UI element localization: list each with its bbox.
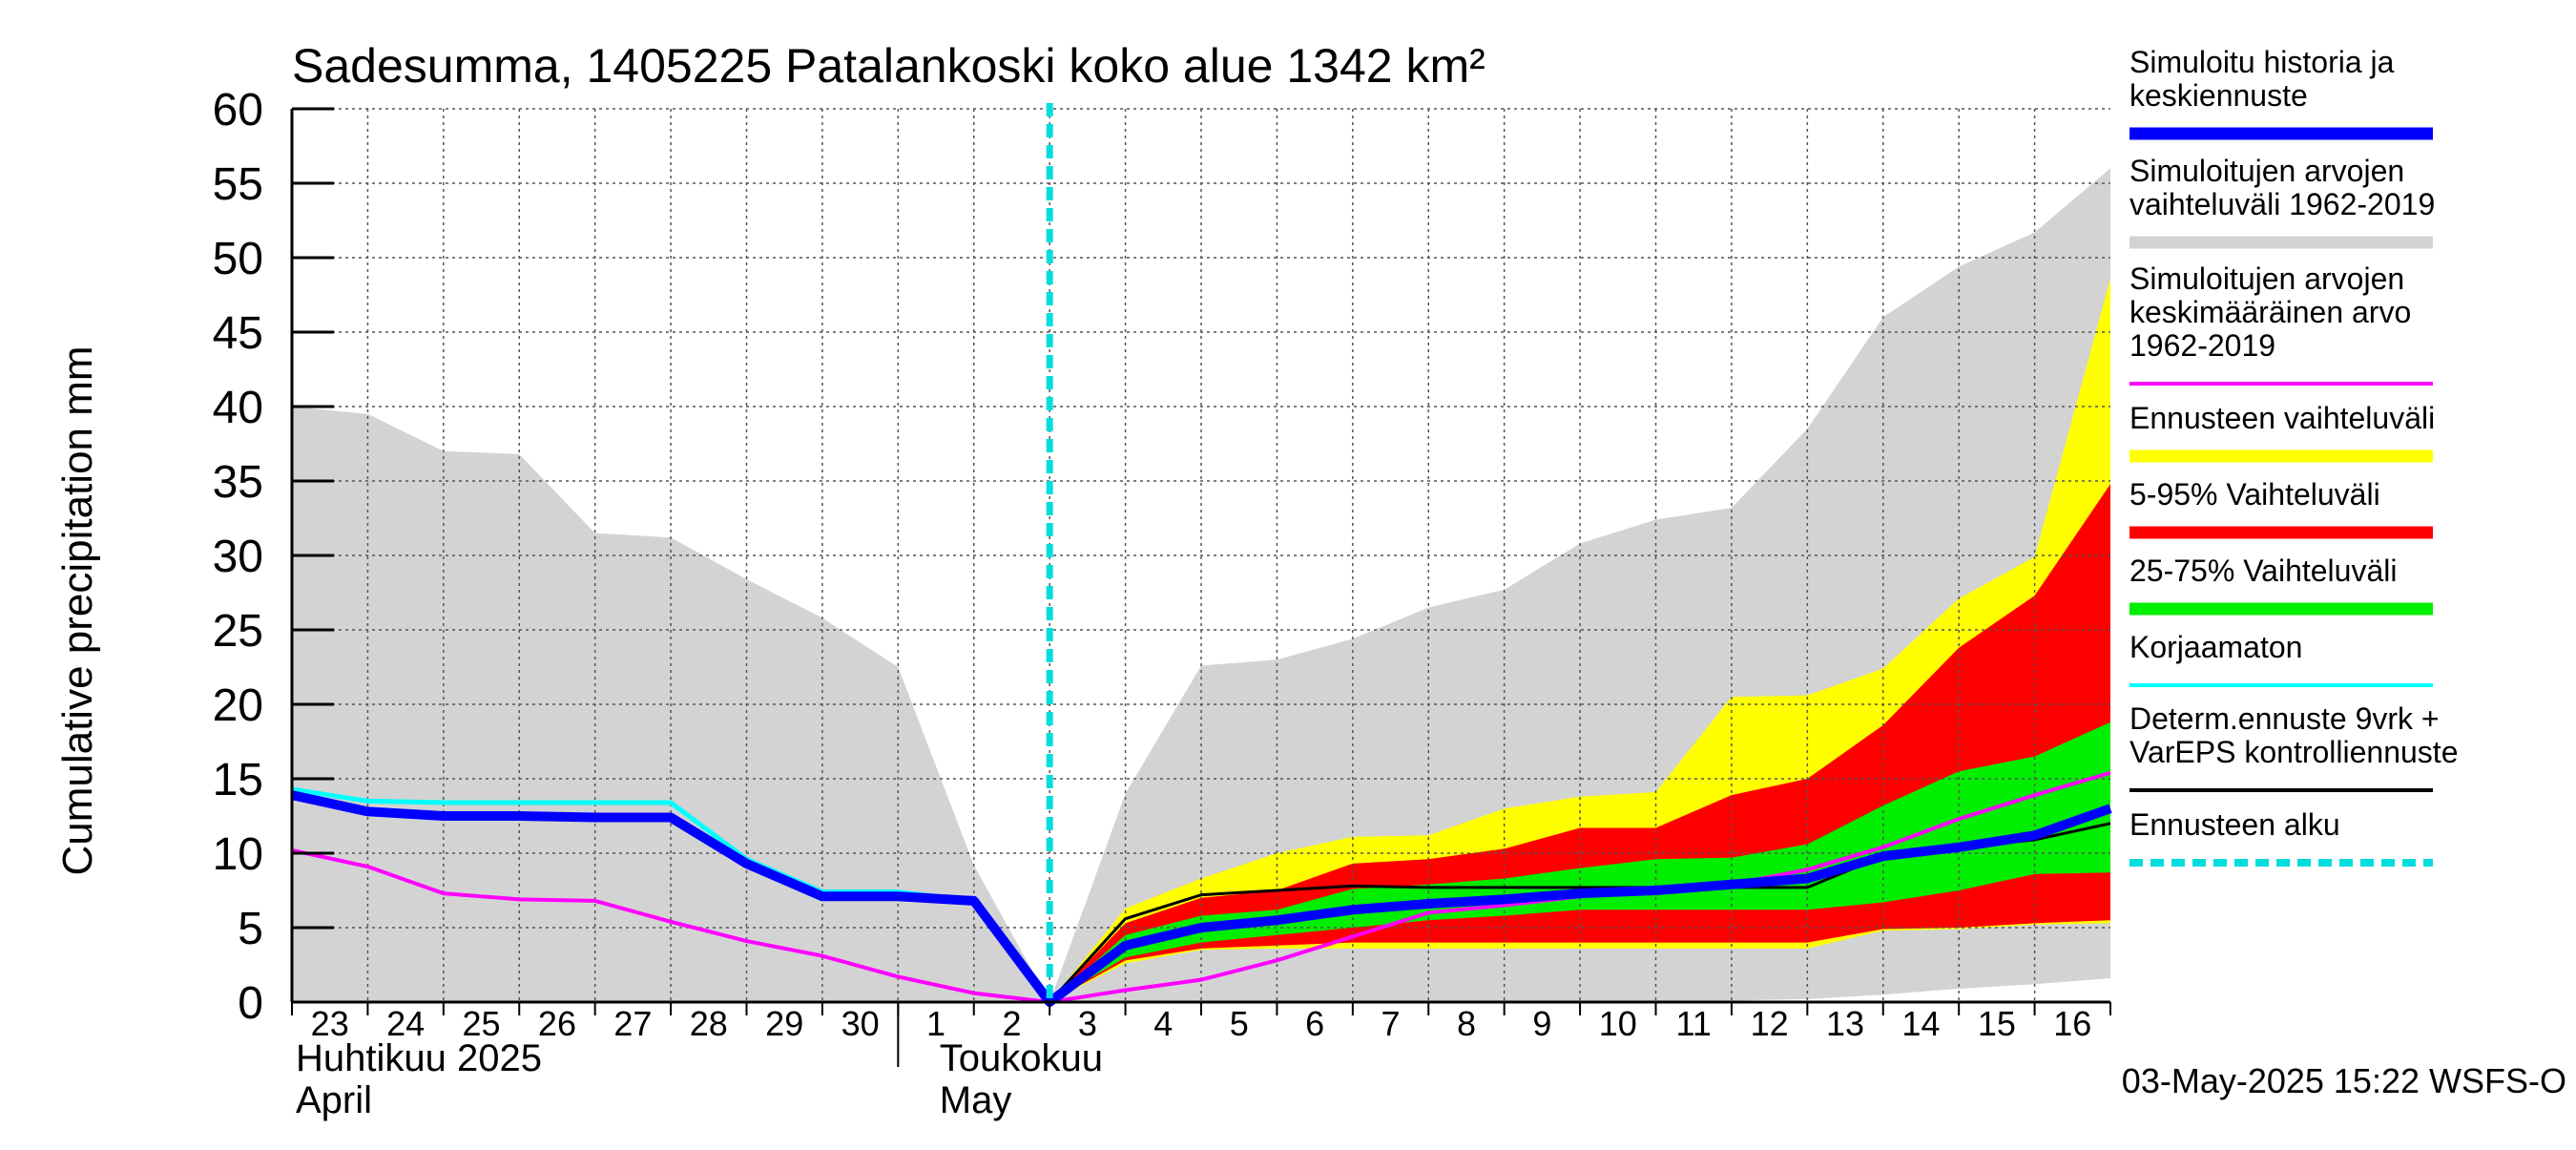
y-tick-label: 10 bbox=[213, 829, 263, 880]
x-tick-label: 30 bbox=[841, 1004, 880, 1043]
x-tick-label: 9 bbox=[1532, 1004, 1551, 1043]
line-simuloitujen-arvojen-keskim-r-inen-arvo-1962-2019 bbox=[291, 770, 2111, 1004]
x-tick-label: 27 bbox=[613, 1004, 652, 1043]
x-tick-label: 26 bbox=[538, 1004, 576, 1043]
y-tick-label: 45 bbox=[213, 308, 263, 359]
y-tick-label: 60 bbox=[213, 85, 263, 136]
chart-title: Sadesumma, 1405225 Patalankoski koko alu… bbox=[292, 39, 1485, 93]
y-tick-label: 50 bbox=[213, 234, 263, 284]
month-label-en: May bbox=[940, 1079, 1012, 1121]
y-tick-label: 30 bbox=[213, 532, 263, 582]
x-tick-label: 28 bbox=[690, 1004, 728, 1043]
legend-label: vaihteluväli 1962-2019 bbox=[2129, 187, 2435, 221]
x-tick-label: 10 bbox=[1599, 1004, 1637, 1043]
month-label-fi: Toukokuu bbox=[940, 1037, 1103, 1079]
x-tick-label: 16 bbox=[2053, 1004, 2091, 1043]
y-tick-label: 15 bbox=[213, 755, 263, 805]
legend-label: keskiennuste bbox=[2129, 78, 2308, 113]
y-tick-label: 0 bbox=[238, 978, 263, 1029]
x-tick-label: 13 bbox=[1826, 1004, 1864, 1043]
x-tick-label: 6 bbox=[1305, 1004, 1324, 1043]
legend-label: Simuloitu historia ja bbox=[2129, 45, 2395, 79]
x-tick-label: 14 bbox=[1901, 1004, 1940, 1043]
x-tick-label: 15 bbox=[1978, 1004, 2016, 1043]
legend-label: VarEPS kontrolliennuste bbox=[2129, 735, 2458, 769]
x-tick-label: 5 bbox=[1230, 1004, 1249, 1043]
x-tick-label: 8 bbox=[1457, 1004, 1476, 1043]
x-tick-label: 12 bbox=[1751, 1004, 1789, 1043]
legend-label: Ennusteen alku bbox=[2129, 807, 2340, 842]
y-tick-label: 5 bbox=[238, 904, 263, 954]
legend-label: 5-95% Vaihteluväli bbox=[2129, 477, 2380, 512]
line-simuloitu-historia-ja-keskiennuste bbox=[290, 790, 2112, 1007]
y-tick-label: 25 bbox=[213, 606, 263, 657]
x-tick-label: 1 bbox=[926, 1004, 945, 1043]
timestamp: 03-May-2025 15:22 WSFS-O bbox=[2122, 1061, 2566, 1100]
legend-label: Korjaamaton bbox=[2129, 630, 2302, 664]
legend-label: Ennusteen vaihteluväli bbox=[2129, 401, 2435, 435]
y-axis-label: Cumulative precipitation mm bbox=[54, 345, 101, 875]
x-tick-label: 4 bbox=[1153, 1004, 1173, 1043]
x-tick-label: 24 bbox=[386, 1004, 425, 1043]
y-tick-label: 20 bbox=[213, 680, 263, 731]
x-tick-label: 25 bbox=[463, 1004, 501, 1043]
legend-label: Simuloitujen arvojen bbox=[2129, 261, 2404, 296]
month-label-en: April bbox=[296, 1079, 372, 1121]
y-tick-label: 35 bbox=[213, 457, 263, 508]
x-tick-label: 11 bbox=[1676, 1004, 1712, 1043]
y-tick-label: 55 bbox=[213, 159, 263, 210]
x-tick-label: 7 bbox=[1381, 1004, 1401, 1043]
x-tick-label: 29 bbox=[765, 1004, 803, 1043]
legend-label: 25-75% Vaihteluväli bbox=[2129, 554, 2397, 588]
legend-label: Simuloitujen arvojen bbox=[2129, 154, 2404, 188]
band-25-75-vaihteluv-li bbox=[1049, 721, 2110, 1002]
plot-area bbox=[290, 103, 2112, 1007]
legend-label: keskimääräinen arvo bbox=[2129, 295, 2411, 329]
x-tick-label: 3 bbox=[1078, 1004, 1097, 1043]
month-label-fi: Huhtikuu 2025 bbox=[296, 1037, 542, 1079]
x-tick-label: 2 bbox=[1002, 1004, 1021, 1043]
legend-label: Determ.ennuste 9vrk + bbox=[2129, 701, 2440, 736]
legend-label: 1962-2019 bbox=[2129, 328, 2275, 363]
x-tick-label: 23 bbox=[311, 1004, 349, 1043]
y-tick-label: 40 bbox=[213, 383, 263, 433]
